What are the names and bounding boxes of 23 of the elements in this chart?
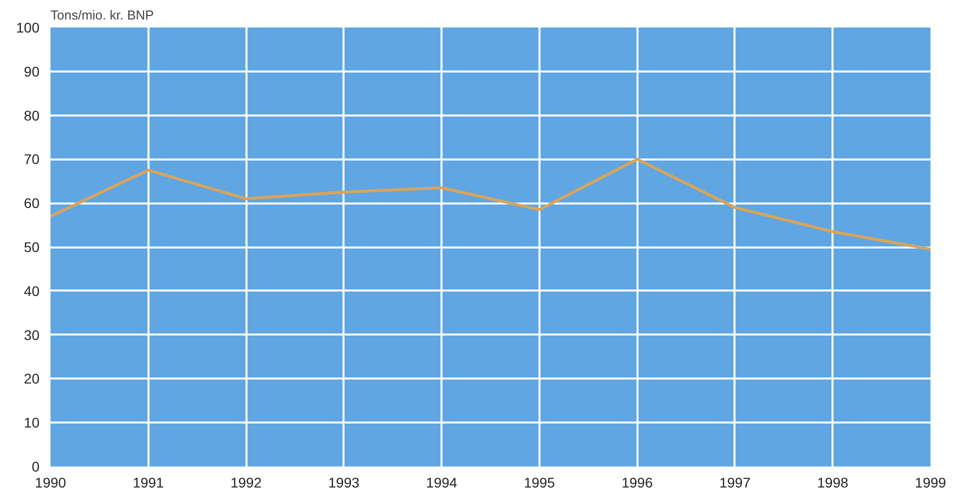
y-tick-label: 60	[24, 195, 40, 212]
x-tick-label: 1990	[34, 474, 66, 490]
x-tick-label: 1996	[622, 474, 653, 490]
y-tick-label: 70	[24, 151, 40, 168]
y-tick-label: 20	[24, 370, 40, 387]
y-axis-title: Tons/mio. kr. BNP	[50, 8, 154, 22]
y-tick-label: 0	[32, 458, 40, 474]
x-tick-label: 1993	[328, 474, 360, 490]
x-tick-label: 1997	[719, 474, 751, 490]
x-tick-label: 1995	[524, 474, 556, 490]
y-tick-label: 30	[24, 326, 40, 343]
x-tick-label: 1992	[230, 474, 262, 490]
y-tick-label: 40	[24, 282, 40, 299]
y-tick-label: 10	[24, 414, 40, 431]
y-tick-label: 90	[24, 63, 40, 80]
y-tick-label: 100	[16, 20, 40, 36]
x-tick-label: 1994	[426, 474, 458, 490]
x-tick-label: 1991	[132, 474, 164, 490]
line-series	[50, 158, 930, 251]
y-tick-label: 80	[24, 107, 40, 124]
x-tick-label: 1998	[817, 474, 849, 490]
y-tick-label: 50	[24, 239, 40, 255]
x-tick-label: 1999	[914, 474, 946, 490]
